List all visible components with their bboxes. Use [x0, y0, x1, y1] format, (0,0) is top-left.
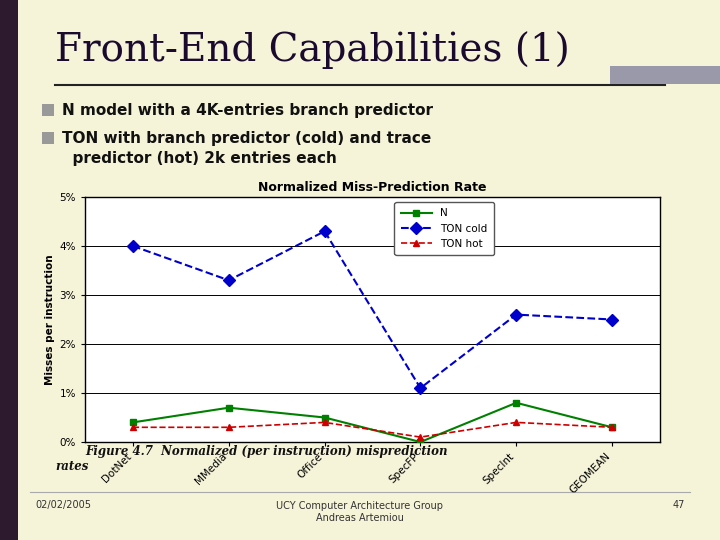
N [225, 404, 233, 411]
Text: 02/02/2005: 02/02/2005 [35, 500, 91, 510]
Text: TON with branch predictor (cold) and trace: TON with branch predictor (cold) and tra… [62, 131, 431, 145]
Legend: N, TON cold, TON hot: N, TON cold, TON hot [395, 202, 494, 255]
N [512, 400, 521, 406]
Text: Figure 4.7  Normalized (per instruction) misprediction: Figure 4.7 Normalized (per instruction) … [85, 446, 448, 458]
TON cold [608, 316, 616, 323]
Line: TON hot: TON hot [130, 419, 616, 441]
TON cold [225, 277, 233, 284]
TON cold [320, 228, 329, 234]
Text: UCY Computer Architecture Group
Andreas Artemiou: UCY Computer Architecture Group Andreas … [276, 501, 444, 523]
Line: TON cold: TON cold [129, 227, 616, 392]
Bar [0, 0, 18, 540]
TON hot [129, 424, 138, 430]
N [320, 414, 329, 421]
TON cold [129, 243, 138, 249]
Bar [42, 132, 54, 144]
Text: predictor (hot) 2k entries each: predictor (hot) 2k entries each [62, 152, 337, 166]
Line: N: N [130, 399, 616, 446]
TON cold [512, 312, 521, 318]
N [129, 419, 138, 426]
TON hot [416, 434, 425, 440]
Text: Front-End Capabilities (1): Front-End Capabilities (1) [55, 31, 570, 69]
TON hot [320, 419, 329, 426]
TON hot [512, 419, 521, 426]
N [416, 439, 425, 446]
N [608, 424, 616, 430]
TON hot [225, 424, 233, 430]
Text: rates: rates [55, 461, 89, 474]
Y-axis label: Misses per instruction: Misses per instruction [45, 254, 55, 385]
TON cold [416, 385, 425, 392]
TON hot [608, 424, 616, 430]
Bar [42, 104, 54, 116]
Text: 47: 47 [672, 500, 685, 510]
Bar [610, 66, 720, 84]
Title: Normalized Miss-Prediction Rate: Normalized Miss-Prediction Rate [258, 181, 487, 194]
Text: N model with a 4K-entries branch predictor: N model with a 4K-entries branch predict… [62, 103, 433, 118]
